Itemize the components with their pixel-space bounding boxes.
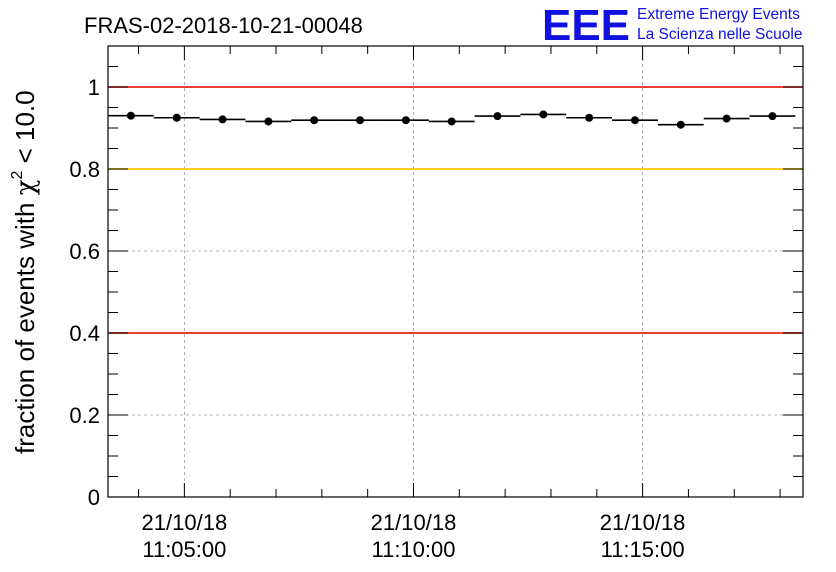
tick-labels: 00.20.40.60.8121/10/1811:05:0021/10/1811… bbox=[69, 75, 685, 562]
logo-line1: Extreme Energy Events bbox=[637, 6, 800, 23]
data-point bbox=[447, 117, 456, 126]
data-point bbox=[630, 116, 639, 125]
y-axis-label-chi: χ bbox=[11, 179, 41, 195]
x-tick-label-time: 11:05:00 bbox=[142, 537, 226, 562]
plot-frame bbox=[107, 45, 804, 498]
logo-mark: EEE bbox=[542, 1, 630, 50]
data-point bbox=[126, 111, 135, 120]
x-tick-label-date: 21/10/18 bbox=[371, 510, 457, 535]
data-point bbox=[722, 114, 731, 123]
y-tick-label: 0.8 bbox=[69, 157, 100, 182]
y-tick-label: 0 bbox=[88, 485, 100, 510]
data-point bbox=[356, 116, 365, 125]
data-point bbox=[172, 113, 181, 122]
data-point bbox=[310, 116, 319, 125]
logo-line2: La Scienza nelle Scuole bbox=[637, 26, 802, 43]
x-tick-label-date: 21/10/18 bbox=[142, 510, 228, 535]
axis-ticks bbox=[108, 45, 803, 498]
data-point bbox=[585, 113, 594, 122]
data-point bbox=[493, 112, 502, 121]
x-tick-label-date: 21/10/18 bbox=[600, 510, 686, 535]
eee-logo: EEE Extreme Energy Events La Scienza nel… bbox=[542, 1, 802, 50]
reference-lines bbox=[108, 86, 803, 334]
x-tick-label-time: 11:10:00 bbox=[371, 537, 455, 562]
y-axis-label-threshold: < 10.0 bbox=[10, 90, 40, 163]
data-point bbox=[264, 117, 273, 126]
data-point bbox=[676, 120, 685, 129]
data-point bbox=[768, 112, 777, 121]
y-axis-label-exponent: 2 bbox=[9, 171, 26, 180]
data-point bbox=[539, 110, 548, 119]
data-series bbox=[108, 110, 796, 129]
y-tick-label: 0.6 bbox=[69, 239, 100, 264]
y-tick-label: 0.2 bbox=[69, 403, 100, 428]
x-tick-label-time: 11:15:00 bbox=[601, 537, 685, 562]
data-point bbox=[401, 116, 410, 125]
data-point bbox=[218, 115, 227, 124]
y-axis-label: fraction of events with χ2 < 10.0 bbox=[9, 90, 41, 454]
grid-lines bbox=[108, 46, 803, 497]
y-tick-label: 0.4 bbox=[69, 321, 100, 346]
y-axis-label-text: fraction of events with bbox=[10, 203, 40, 454]
chart-title: FRAS-02-2018-10-21-00048 bbox=[84, 13, 363, 38]
y-tick-label: 1 bbox=[88, 75, 100, 100]
